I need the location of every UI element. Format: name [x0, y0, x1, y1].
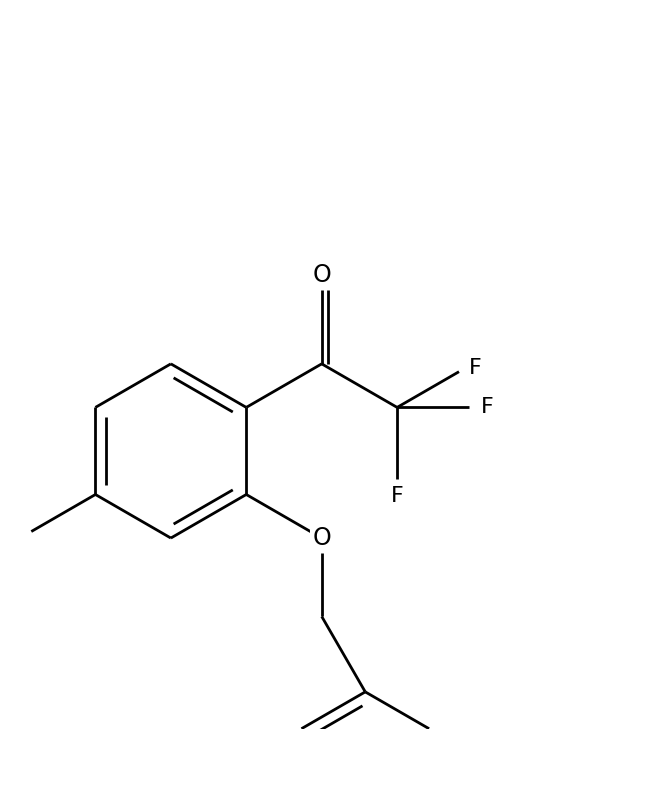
Text: O: O — [312, 263, 331, 287]
Text: F: F — [481, 397, 494, 418]
Text: F: F — [470, 359, 482, 378]
Text: O: O — [312, 526, 331, 550]
Text: F: F — [391, 485, 403, 506]
